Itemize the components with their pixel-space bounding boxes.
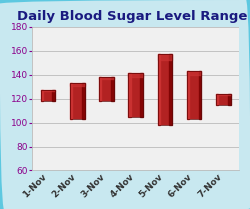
- Bar: [140, 73, 143, 117]
- Bar: [216, 94, 231, 95]
- Bar: [187, 71, 202, 75]
- Bar: [128, 73, 143, 77]
- Bar: [99, 77, 114, 101]
- Bar: [128, 73, 143, 117]
- Bar: [70, 83, 84, 119]
- Bar: [52, 90, 55, 101]
- Bar: [70, 83, 84, 86]
- Bar: [70, 83, 72, 119]
- Bar: [169, 54, 172, 125]
- Bar: [198, 71, 202, 119]
- Bar: [99, 77, 101, 101]
- Bar: [158, 54, 160, 125]
- Bar: [187, 71, 189, 119]
- Bar: [158, 54, 172, 60]
- Bar: [216, 94, 218, 104]
- Bar: [128, 73, 143, 117]
- Title: Daily Blood Sugar Level Ranges: Daily Blood Sugar Level Ranges: [16, 10, 250, 23]
- Bar: [41, 90, 55, 91]
- Bar: [216, 94, 231, 104]
- Bar: [128, 73, 130, 117]
- Bar: [99, 77, 114, 79]
- Bar: [228, 94, 231, 104]
- Bar: [41, 90, 43, 101]
- Bar: [187, 71, 202, 119]
- Bar: [158, 54, 172, 125]
- Bar: [41, 90, 55, 101]
- Bar: [187, 71, 202, 119]
- Bar: [82, 83, 84, 119]
- Bar: [158, 54, 172, 125]
- Bar: [99, 77, 114, 101]
- Bar: [41, 90, 55, 101]
- Bar: [216, 94, 231, 104]
- Bar: [70, 83, 84, 119]
- Bar: [111, 77, 114, 101]
